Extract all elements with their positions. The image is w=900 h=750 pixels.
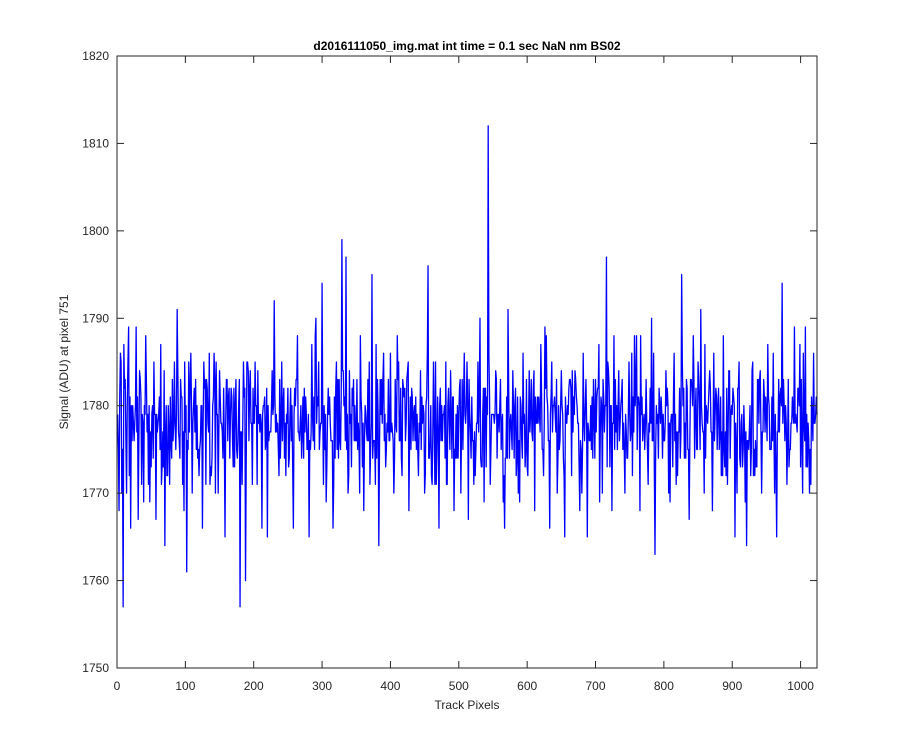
tick-layer: 0 100 200 300 400 500 600 700 800 900 1000 1750 1760… — [82, 49, 817, 693]
y-tick-label-1760: 1760 — [82, 574, 109, 588]
x-tick-label-600: 600 — [517, 679, 537, 693]
y-axis-label: Signal (ADU) at pixel 751 — [57, 294, 71, 429]
x-tick-label-300: 300 — [312, 679, 332, 693]
y-tick-label-1820: 1820 — [82, 49, 109, 63]
x-axis-label: Track Pixels — [435, 698, 500, 712]
x-tick-label-500: 500 — [449, 679, 469, 693]
x-tick-label-400: 400 — [380, 679, 400, 693]
x-tick-label-700: 700 — [586, 679, 606, 693]
x-tick-label-800: 800 — [654, 679, 674, 693]
axes-box — [116, 55, 818, 669]
x-tick-label-1000: 1000 — [787, 679, 814, 693]
y-tick-label-1800: 1800 — [82, 224, 109, 238]
y-tick-label-1790: 1790 — [82, 311, 109, 325]
x-tick-label-200: 200 — [244, 679, 264, 693]
y-tick-label-1750: 1750 — [82, 661, 109, 675]
x-tick-label-900: 900 — [722, 679, 742, 693]
series-layer — [117, 125, 818, 608]
chart-title: d2016111050_img.mat int time = 0.1 sec N… — [313, 39, 620, 53]
x-tick-label-0: 0 — [114, 679, 121, 693]
series-line-0 — [117, 125, 818, 608]
y-tick-label-1810: 1810 — [82, 136, 109, 150]
y-tick-label-1770: 1770 — [82, 486, 109, 500]
x-tick-label-100: 100 — [175, 679, 195, 693]
y-tick-label-1780: 1780 — [82, 399, 109, 413]
